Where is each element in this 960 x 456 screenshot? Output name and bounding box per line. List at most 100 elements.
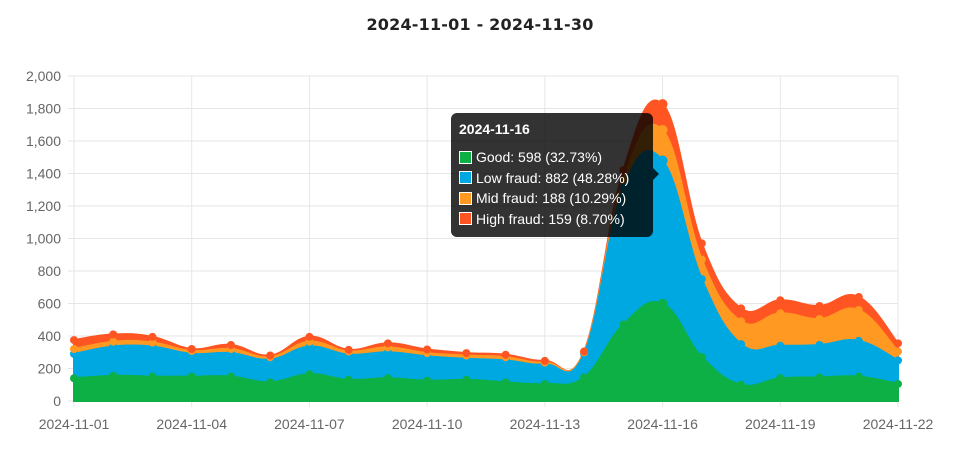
- point-high-fraud[interactable]: [148, 332, 157, 341]
- point-good[interactable]: [657, 298, 668, 309]
- legend-swatch-high-fraud: [459, 212, 472, 226]
- point-good[interactable]: [501, 378, 510, 387]
- x-tick-label: 2024-11-01: [39, 416, 110, 432]
- area-low-fraud: [73, 149, 899, 402]
- y-tick-label: 800: [38, 263, 62, 279]
- point-high-fraud[interactable]: [854, 293, 863, 301]
- tooltip-row-good: Good: 598 (32.73%): [459, 147, 645, 168]
- point-mid-fraud[interactable]: [815, 314, 824, 323]
- x-tick-label: 2024-11-19: [745, 416, 816, 432]
- tooltip-row-low-fraud: Low fraud: 882 (48.28%): [459, 168, 645, 189]
- point-good[interactable]: [737, 380, 746, 389]
- point-mid-fraud[interactable]: [697, 255, 706, 264]
- point-high-fraud[interactable]: [737, 304, 746, 313]
- point-low-fraud[interactable]: [894, 356, 902, 365]
- x-tick-label: 2024-11-22: [863, 416, 934, 432]
- point-good[interactable]: [697, 353, 706, 362]
- point-good[interactable]: [148, 372, 157, 381]
- tooltip-row-high-fraud: High fraud: 159 (8.70%): [459, 209, 645, 230]
- tooltip-text-good: Good: 598 (32.73%): [476, 149, 603, 166]
- y-tick-label: 1,000: [26, 231, 61, 247]
- point-high-fraud[interactable]: [815, 301, 824, 310]
- point-high-fraud[interactable]: [540, 356, 549, 365]
- point-good[interactable]: [305, 370, 314, 379]
- y-tick-label: 200: [38, 361, 62, 377]
- point-high-fraud[interactable]: [501, 350, 510, 359]
- tooltip-caret: [653, 168, 659, 180]
- point-good[interactable]: [580, 373, 589, 382]
- tooltip-text-mid-fraud: Mid fraud: 188 (10.29%): [476, 190, 627, 207]
- point-high-fraud[interactable]: [109, 330, 118, 339]
- y-tick-label: 1,600: [26, 133, 61, 149]
- point-low-fraud[interactable]: [854, 336, 863, 345]
- point-high-fraud[interactable]: [697, 239, 706, 248]
- point-high-fraud[interactable]: [266, 351, 275, 360]
- point-high-fraud[interactable]: [344, 345, 353, 354]
- point-mid-fraud[interactable]: [737, 317, 746, 326]
- point-good[interactable]: [894, 379, 902, 388]
- legend-swatch-mid-fraud: [459, 191, 472, 205]
- chart-title: 2024-11-01 - 2024-11-30: [366, 15, 594, 34]
- point-good[interactable]: [109, 371, 118, 380]
- point-high-fraud[interactable]: [894, 339, 902, 348]
- chart-tooltip: 2024-11-16 Good: 598 (32.73%) Low fraud:…: [451, 113, 659, 237]
- y-tick-label: 400: [38, 328, 62, 344]
- point-good[interactable]: [776, 374, 785, 383]
- point-good[interactable]: [226, 372, 235, 381]
- point-good[interactable]: [619, 320, 628, 329]
- point-mid-fraud[interactable]: [657, 124, 668, 135]
- point-high-fraud[interactable]: [226, 340, 235, 349]
- x-tick-label: 2024-11-10: [392, 416, 463, 432]
- point-good[interactable]: [854, 372, 863, 381]
- point-good[interactable]: [540, 379, 549, 388]
- point-good[interactable]: [70, 374, 78, 383]
- point-good[interactable]: [815, 373, 824, 382]
- point-low-fraud[interactable]: [697, 275, 706, 284]
- x-tick-label: 2024-11-13: [510, 416, 581, 432]
- point-high-fraud[interactable]: [462, 349, 471, 358]
- point-mid-fraud[interactable]: [109, 337, 118, 346]
- point-low-fraud[interactable]: [737, 340, 746, 349]
- point-low-fraud[interactable]: [776, 341, 785, 350]
- legend-swatch-good: [459, 150, 472, 164]
- y-tick-label: 0: [53, 393, 61, 409]
- point-high-fraud[interactable]: [423, 345, 432, 354]
- point-mid-fraud[interactable]: [70, 345, 78, 353]
- point-good[interactable]: [383, 374, 392, 383]
- point-high-fraud[interactable]: [70, 336, 78, 345]
- point-mid-fraud[interactable]: [148, 338, 157, 347]
- point-low-fraud[interactable]: [815, 340, 824, 349]
- x-axis-ticks: 2024-11-01 2024-11-04 2024-11-07 2024-11-10…: [39, 416, 934, 432]
- point-high-fraud[interactable]: [657, 99, 668, 110]
- y-tick-label: 1,800: [26, 101, 61, 117]
- x-tick-label: 2024-11-07: [274, 416, 345, 432]
- point-high-fraud[interactable]: [383, 339, 392, 348]
- legend-swatch-low-fraud: [459, 171, 472, 185]
- point-high-fraud[interactable]: [776, 296, 785, 305]
- y-tick-label: 2,000: [26, 68, 61, 84]
- tooltip-row-mid-fraud: Mid fraud: 188 (10.29%): [459, 188, 645, 209]
- y-tick-label: 1,400: [26, 166, 61, 182]
- y-tick-label: 600: [38, 296, 62, 312]
- point-high-fraud[interactable]: [305, 332, 314, 341]
- point-mid-fraud[interactable]: [894, 347, 902, 356]
- point-mid-fraud[interactable]: [776, 309, 785, 318]
- tooltip-title: 2024-11-16: [459, 121, 530, 137]
- point-good[interactable]: [344, 375, 353, 384]
- y-tick-label: 1,200: [26, 198, 61, 214]
- tooltip-text-high-fraud: High fraud: 159 (8.70%): [476, 210, 625, 227]
- point-good[interactable]: [187, 372, 196, 381]
- point-good[interactable]: [462, 375, 471, 384]
- point-good[interactable]: [266, 378, 275, 387]
- y-axis-ticks: 0 200 400 600 800 1,000 1,200 1,400 1,600 1,800 2,…: [26, 68, 61, 409]
- point-good[interactable]: [423, 376, 432, 385]
- point-mid-fraud[interactable]: [854, 306, 863, 314]
- series-areas: [73, 99, 899, 402]
- x-tick-label: 2024-11-04: [156, 416, 227, 432]
- area-good: [73, 301, 899, 402]
- point-low-fraud[interactable]: [657, 155, 668, 166]
- x-tick-label: 2024-11-16: [627, 416, 698, 432]
- point-high-fraud[interactable]: [187, 345, 196, 353]
- point-high-fraud[interactable]: [580, 347, 589, 356]
